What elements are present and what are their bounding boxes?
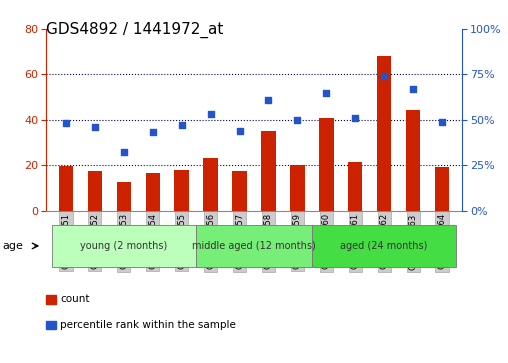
Point: [91, 124, 99, 130]
Bar: [145, 173, 160, 211]
Point: [207, 111, 215, 117]
Bar: [174, 170, 189, 211]
Point: [62, 121, 70, 126]
Text: middle aged (12 months): middle aged (12 months): [192, 241, 316, 251]
Bar: [406, 110, 420, 211]
Bar: [88, 171, 102, 211]
Point: [409, 86, 417, 92]
Text: percentile rank within the sample: percentile rank within the sample: [60, 320, 236, 330]
Bar: [377, 56, 391, 211]
Bar: [59, 166, 73, 211]
Point: [236, 128, 244, 134]
Bar: [203, 158, 218, 211]
Bar: [348, 162, 363, 211]
Point: [120, 150, 128, 155]
Point: [351, 115, 359, 121]
Text: age: age: [3, 241, 23, 251]
Point: [380, 73, 388, 79]
Bar: [435, 167, 449, 211]
Text: GDS4892 / 1441972_at: GDS4892 / 1441972_at: [46, 22, 223, 38]
Text: young (2 months): young (2 months): [80, 241, 168, 251]
Point: [438, 119, 446, 125]
Text: aged (24 months): aged (24 months): [340, 241, 428, 251]
Point: [293, 117, 301, 123]
Point: [149, 130, 157, 135]
Bar: [117, 182, 131, 211]
Bar: [319, 118, 334, 211]
Text: count: count: [60, 294, 89, 305]
Point: [264, 97, 272, 103]
Bar: [261, 131, 276, 211]
Point: [322, 90, 330, 95]
Point: [178, 122, 186, 128]
Bar: [232, 171, 247, 211]
Bar: [290, 165, 305, 211]
